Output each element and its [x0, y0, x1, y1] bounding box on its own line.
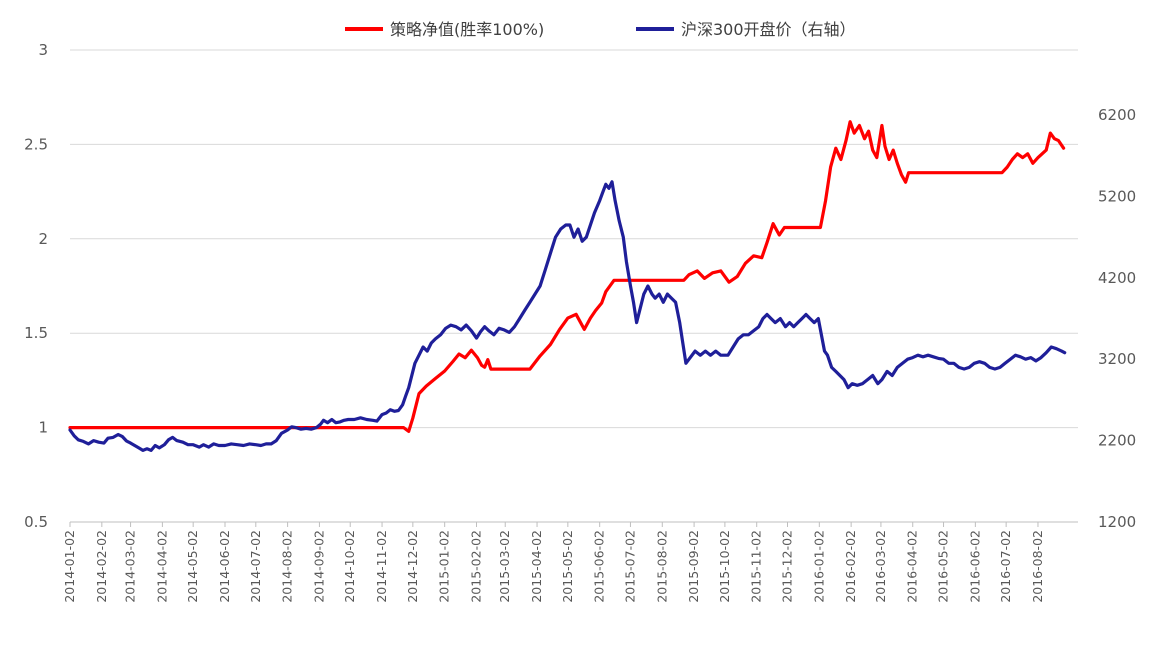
- left-y-tick-label: 1: [38, 419, 48, 437]
- x-tick-label: 2015-06-02: [592, 530, 607, 603]
- x-tick-label: 2014-11-02: [374, 530, 389, 603]
- x-tick-label: 2015-04-02: [529, 530, 544, 603]
- left-y-tick-label: 1.5: [24, 324, 48, 342]
- legend-label-strategy: 策略净值(胜率100%): [390, 20, 544, 39]
- legend: 策略净值(胜率100%) 沪深300开盘价（右轴）: [345, 20, 856, 39]
- x-tick-label: 2015-07-02: [622, 530, 637, 603]
- left-y-tick-label: 2: [38, 230, 48, 248]
- series-line-strategy: [68, 120, 1066, 433]
- left-y-axis: 0.5 1 1.5 2 2.5 3: [24, 41, 48, 531]
- x-tick-label: 2015-02-02: [468, 530, 483, 603]
- x-tick-label: 2016-06-02: [967, 530, 982, 603]
- right-y-tick-label: 5200: [1098, 187, 1136, 205]
- right-y-tick-label: 4200: [1098, 269, 1136, 287]
- x-tick-label: 2016-05-02: [936, 530, 951, 603]
- left-y-tick-label: 0.5: [24, 513, 48, 531]
- x-tick-label: 2015-03-02: [497, 530, 512, 603]
- right-y-tick-label: 2200: [1098, 432, 1136, 450]
- x-tick-label: 2015-01-02: [437, 530, 452, 603]
- right-y-tick-label: 6200: [1098, 106, 1136, 124]
- x-tick-label: 2016-07-02: [998, 530, 1013, 603]
- right-y-tick-label: 3200: [1098, 350, 1136, 368]
- series-line-csi300: [68, 180, 1067, 452]
- x-tick-label: 2014-12-02: [405, 530, 420, 603]
- x-tick-label: 2016-02-02: [843, 530, 858, 603]
- right-y-tick-label: 1200: [1098, 513, 1136, 531]
- x-tick-label: 2014-09-02: [311, 530, 326, 603]
- x-tick-label: 2014-02-02: [94, 530, 109, 603]
- x-tick-label: 2015-09-02: [686, 530, 701, 603]
- x-tick-label: 2014-10-02: [342, 530, 357, 603]
- plot-area: [68, 120, 1067, 452]
- x-tick-label: 2015-11-02: [749, 530, 764, 603]
- x-tick-label: 2015-05-02: [560, 530, 575, 603]
- x-tick-label: 2015-12-02: [780, 530, 795, 603]
- x-tick-label: 2014-06-02: [217, 530, 232, 603]
- left-y-tick-label: 3: [38, 41, 48, 59]
- x-tick-label: 2015-08-02: [654, 530, 669, 603]
- x-tick-label: 2016-01-02: [811, 530, 826, 603]
- x-tick-label: 2014-07-02: [248, 530, 263, 603]
- right-y-axis: 1200 2200 3200 4200 5200 6200: [1098, 106, 1136, 531]
- x-tick-label: 2016-04-02: [905, 530, 920, 603]
- x-axis: 2014-01-02 2014-02-02 2014-03-02 2014-04-02…: [62, 521, 1078, 603]
- x-tick-label: 2014-05-02: [185, 530, 200, 603]
- left-y-tick-label: 2.5: [24, 135, 48, 153]
- x-tick-label: 2014-03-02: [123, 530, 138, 603]
- x-tick-label: 2014-04-02: [154, 530, 169, 603]
- x-tick-label: 2016-03-02: [873, 530, 888, 603]
- x-tick-label: 2015-10-02: [717, 530, 732, 603]
- x-tick-label: 2014-01-02: [62, 530, 77, 603]
- legend-label-csi300: 沪深300开盘价（右轴）: [681, 20, 856, 39]
- x-tick-label: 2014-08-02: [280, 530, 295, 603]
- x-tick-label: 2016-08-02: [1030, 530, 1045, 603]
